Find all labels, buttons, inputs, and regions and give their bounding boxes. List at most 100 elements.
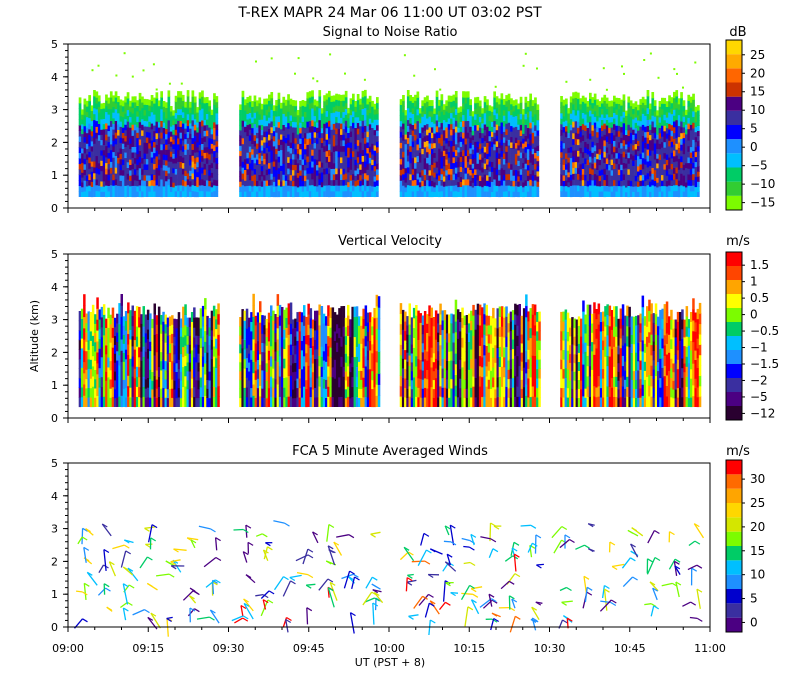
snr-cell bbox=[289, 180, 293, 187]
snr-cell bbox=[330, 146, 334, 153]
snr-cell bbox=[308, 190, 312, 198]
snr-cell bbox=[507, 122, 511, 129]
snr-cell bbox=[572, 161, 575, 169]
snr-cell bbox=[165, 180, 168, 187]
snr-cell bbox=[481, 152, 484, 158]
snr-cell bbox=[641, 118, 645, 125]
vv-cell bbox=[199, 318, 203, 329]
snr-speck bbox=[155, 88, 158, 91]
snr-cell bbox=[447, 162, 451, 169]
snr-cell bbox=[85, 106, 89, 112]
snr-cell bbox=[177, 138, 180, 145]
snr-cell bbox=[488, 150, 492, 157]
snr-cell bbox=[143, 115, 147, 121]
snr-cell bbox=[598, 170, 602, 176]
snr-cell bbox=[292, 191, 295, 198]
snr-cell bbox=[596, 104, 599, 111]
snr-cell bbox=[292, 153, 295, 160]
snr-cell bbox=[522, 152, 525, 159]
snr-cell bbox=[272, 181, 276, 187]
snr-cell bbox=[157, 132, 161, 139]
vv-cell bbox=[129, 310, 132, 321]
snr-cell bbox=[414, 157, 417, 164]
vv-cell bbox=[208, 388, 211, 399]
snr-cell bbox=[347, 122, 350, 128]
snr-cell bbox=[656, 119, 659, 126]
snr-cell bbox=[268, 190, 271, 198]
snr-cell bbox=[627, 96, 631, 103]
snr-cell bbox=[201, 108, 204, 115]
snr-cell bbox=[450, 151, 453, 158]
snr-cell bbox=[569, 102, 573, 109]
snr-cell bbox=[97, 101, 101, 108]
snr-cell bbox=[579, 109, 583, 116]
snr-speck bbox=[270, 57, 273, 60]
snr-cell bbox=[114, 190, 118, 197]
snr-cell bbox=[505, 134, 508, 141]
snr-cell bbox=[622, 139, 626, 146]
snr-cell bbox=[121, 148, 125, 155]
snr-cell bbox=[155, 190, 159, 197]
snr-cell bbox=[685, 167, 688, 173]
vv-cell bbox=[182, 346, 185, 358]
snr-cell bbox=[478, 148, 482, 155]
snr-cell bbox=[145, 164, 149, 170]
snr-cell bbox=[253, 140, 257, 147]
snr-cell bbox=[136, 159, 139, 165]
snr-cell bbox=[277, 144, 281, 151]
snr-cell bbox=[141, 113, 144, 120]
snr-cell bbox=[148, 137, 151, 144]
snr-cell bbox=[215, 135, 219, 142]
snr-cell bbox=[651, 184, 655, 192]
snr-cell bbox=[193, 102, 197, 109]
snr-cell bbox=[502, 120, 506, 127]
snr-cell bbox=[577, 167, 580, 174]
snr-cell bbox=[157, 153, 161, 160]
snr-cell bbox=[490, 161, 494, 167]
snr-cell bbox=[498, 120, 501, 127]
snr-cell bbox=[145, 169, 149, 176]
snr-cell bbox=[610, 116, 614, 123]
snr-cell bbox=[478, 153, 482, 160]
snr-cell bbox=[406, 137, 410, 144]
snr-cell bbox=[625, 191, 628, 197]
snr-cell bbox=[155, 161, 159, 169]
snr-cell bbox=[534, 180, 537, 186]
vv-cell bbox=[78, 377, 82, 388]
snr-cell bbox=[265, 169, 269, 176]
snr-cell bbox=[502, 136, 506, 143]
vv-cell bbox=[124, 387, 128, 398]
snr-cell bbox=[155, 121, 159, 128]
snr-cell bbox=[457, 171, 460, 178]
snr-cell bbox=[673, 115, 676, 122]
snr-cell bbox=[299, 159, 302, 166]
snr-cell bbox=[517, 160, 520, 166]
snr-cell bbox=[685, 186, 688, 193]
snr-cell bbox=[435, 125, 439, 133]
snr-cell bbox=[476, 124, 480, 131]
snr-cell bbox=[697, 176, 700, 182]
snr-cell bbox=[402, 157, 405, 164]
snr-cell bbox=[653, 148, 657, 155]
vv-cell bbox=[149, 369, 152, 380]
snr-cell bbox=[332, 157, 336, 164]
snr-cell bbox=[174, 101, 178, 108]
snr-cell bbox=[665, 101, 669, 107]
snr-cell bbox=[272, 140, 276, 147]
snr-cell bbox=[474, 185, 477, 192]
snr-cell bbox=[311, 113, 314, 121]
snr-cell bbox=[406, 113, 410, 121]
vv-cell bbox=[243, 387, 247, 398]
snr-cell bbox=[97, 140, 101, 147]
snr-cell bbox=[522, 147, 525, 154]
snr-cell bbox=[426, 134, 429, 141]
snr-cell bbox=[320, 132, 324, 139]
snr-cell bbox=[634, 111, 638, 118]
snr-cell bbox=[256, 111, 259, 117]
snr-cell bbox=[174, 174, 178, 181]
snr-cell bbox=[486, 185, 489, 192]
snr-cell bbox=[364, 119, 367, 126]
vv-cell bbox=[111, 327, 115, 338]
snr-cell bbox=[88, 100, 91, 107]
snr-cell bbox=[452, 134, 456, 141]
